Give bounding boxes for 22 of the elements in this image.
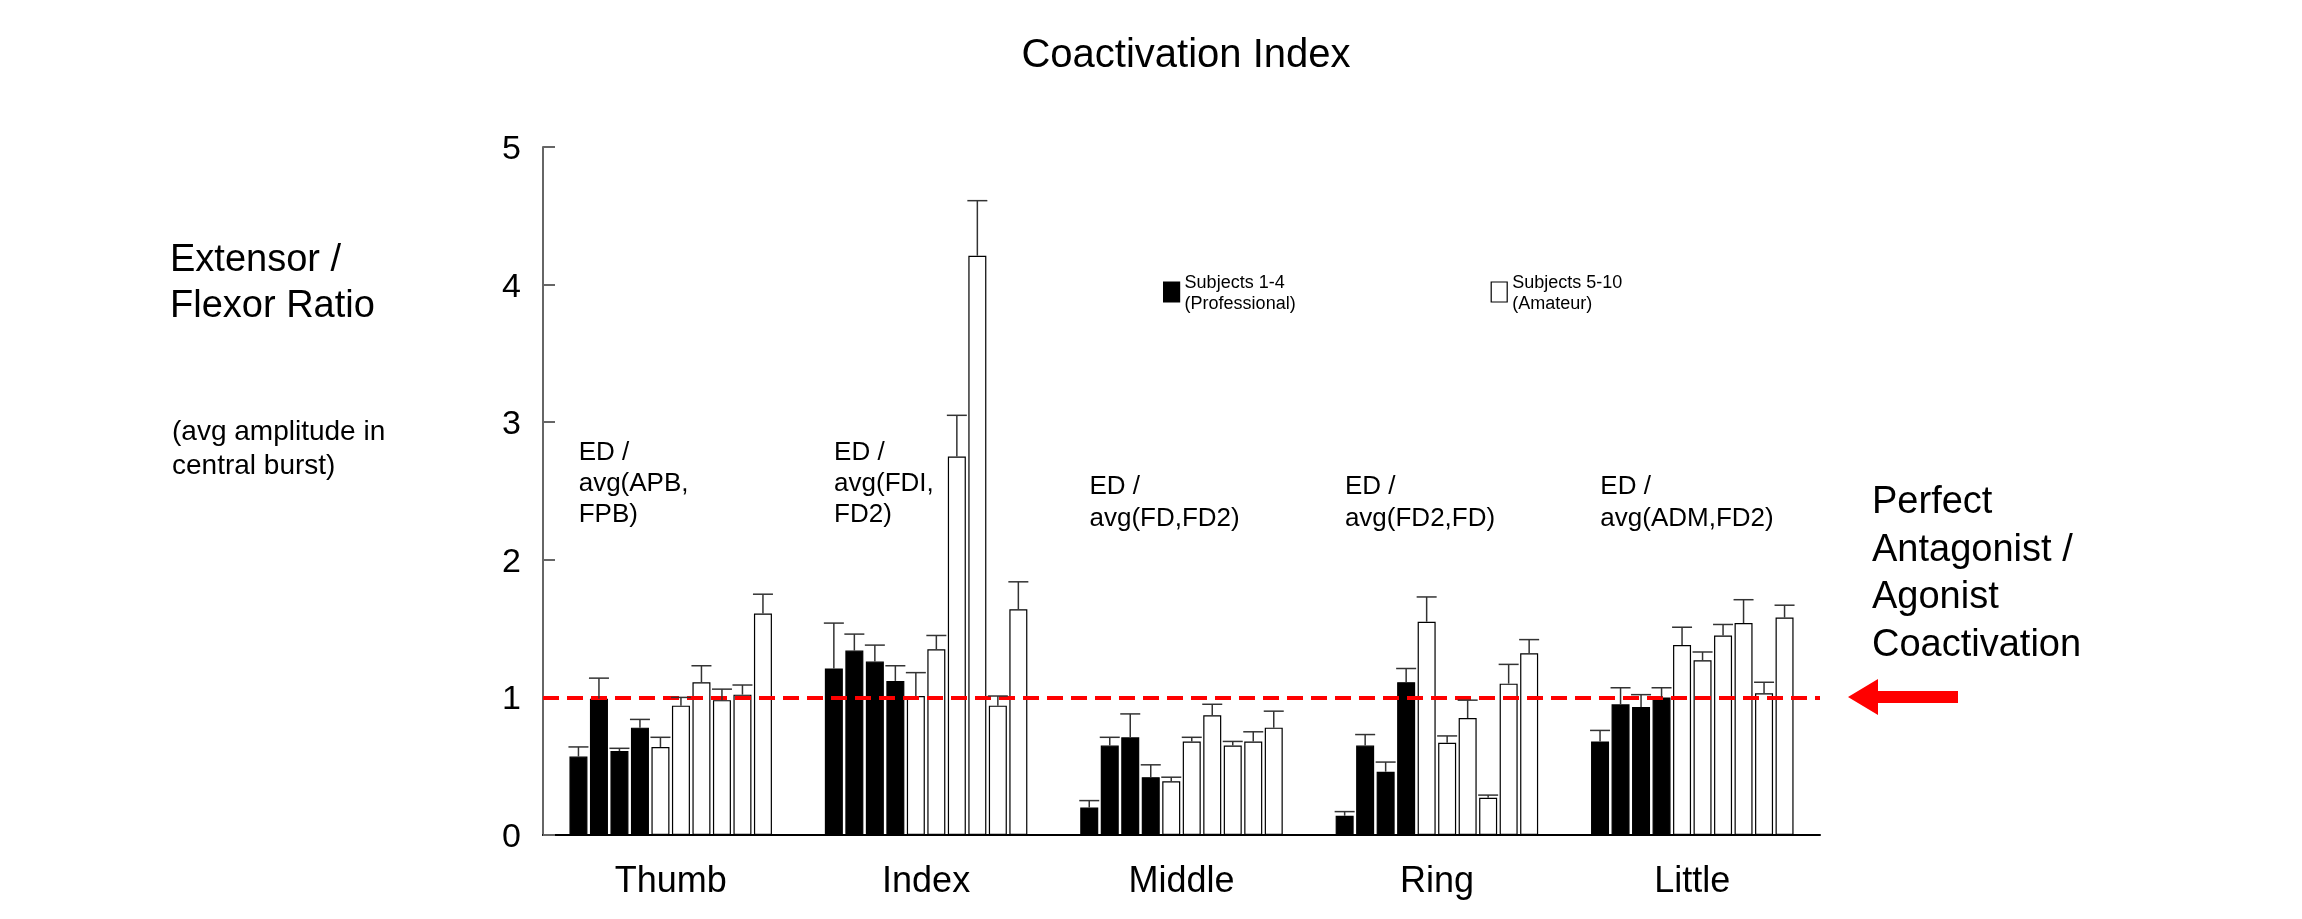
annotation: ED / avg(FDI, FD2) xyxy=(834,435,934,530)
y-tick-label: 4 xyxy=(502,265,521,304)
annotation: ED / avg(FD,FD2) xyxy=(1089,470,1240,533)
annotation: ED / avg(APB, FPB) xyxy=(578,435,689,530)
text: (avg amplitude in central burst) xyxy=(172,414,387,482)
x-tick-label: Index xyxy=(882,858,971,900)
legend-label: Subjects 5-10 (Amateur) xyxy=(1512,271,1628,313)
annotation: ED / avg(FD2,FD) xyxy=(1344,470,1496,533)
x-tick-label: Thumb xyxy=(614,858,727,900)
x-tick-label: Middle xyxy=(1128,858,1235,900)
chart-title: Coactivation Index xyxy=(1021,31,1351,75)
y-axis-title: Extensor / Flexor Ratio xyxy=(170,236,376,327)
annotation: ED / avg(ADM,FD2) xyxy=(1600,470,1774,533)
ref-line-label: Perfect Antagonist / Agonist Coactivation xyxy=(1872,478,2083,666)
legend-label: Subjects 1-4 (Professional) xyxy=(1184,271,1296,313)
x-tick-label: Ring xyxy=(1399,858,1474,900)
y-tick-label: 3 xyxy=(502,403,521,442)
y-tick-label: 2 xyxy=(502,540,521,579)
x-tick-label: Little xyxy=(1654,858,1731,900)
y-tick-label: 5 xyxy=(502,128,521,166)
y-tick-label: 1 xyxy=(502,678,521,717)
y-tick-label: 0 xyxy=(502,816,521,854)
